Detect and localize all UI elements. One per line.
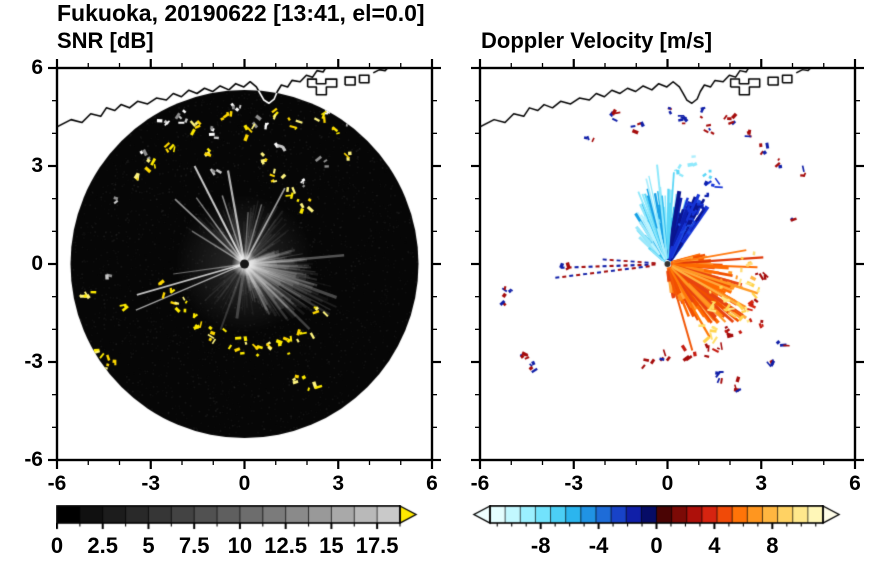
snr-xtick-label: 0 bbox=[238, 472, 251, 495]
doppler-colorbar bbox=[472, 505, 844, 535]
snr-colorbar-tick-label: 5 bbox=[142, 533, 155, 558]
snr-colorbar bbox=[56, 505, 428, 535]
snr-xtick-label: 6 bbox=[426, 472, 438, 495]
snr-ytick-label: -6 bbox=[24, 448, 43, 471]
snr-colorbar-tick-label: 17.5 bbox=[355, 533, 399, 558]
doppler-xtick-label: -3 bbox=[564, 472, 584, 495]
snr-ytick-label: 3 bbox=[31, 154, 43, 177]
doppler-panel-title: Doppler Velocity [m/s] bbox=[481, 28, 713, 53]
snr-ytick-label: 0 bbox=[31, 252, 43, 275]
snr-xtick-label: -3 bbox=[141, 472, 161, 495]
snr-colorbar-tick-label: 12.5 bbox=[264, 533, 308, 558]
snr-colorbar-tick-label: 2.5 bbox=[87, 533, 119, 558]
doppler-colorbar-tick-label: -4 bbox=[588, 533, 609, 558]
snr-colorbar-tick-label: 0 bbox=[50, 533, 64, 558]
doppler-xtick-label: 3 bbox=[755, 472, 768, 495]
snr-ytick-label: 6 bbox=[31, 56, 43, 79]
snr-panel-title: SNR [dB] bbox=[57, 28, 154, 53]
doppler-xtick-label: 6 bbox=[849, 472, 861, 495]
snr-xtick-label: 3 bbox=[332, 472, 345, 495]
doppler-colorbar-tick-label: 4 bbox=[708, 533, 721, 558]
figure-title: Fukuoka, 20190622 [13:41, el=0.0] bbox=[57, 0, 425, 26]
snr-colorbar-tick-label: 15 bbox=[319, 533, 344, 558]
snr-ytick-label: -3 bbox=[24, 350, 43, 373]
snr-colorbar-tick-label: 7.5 bbox=[178, 533, 210, 558]
snr-ppi-plot bbox=[57, 68, 432, 460]
doppler-colorbar-tick-label: 0 bbox=[650, 533, 663, 558]
doppler-xtick-label: -6 bbox=[470, 472, 490, 495]
doppler-ppi-plot bbox=[480, 68, 855, 460]
snr-colorbar-tick-label: 10 bbox=[227, 533, 253, 558]
doppler-xtick-label: 0 bbox=[661, 472, 674, 495]
doppler-colorbar-tick-label: -8 bbox=[530, 533, 551, 558]
snr-xtick-label: -6 bbox=[47, 472, 67, 495]
doppler-colorbar-tick-label: 8 bbox=[766, 533, 779, 558]
